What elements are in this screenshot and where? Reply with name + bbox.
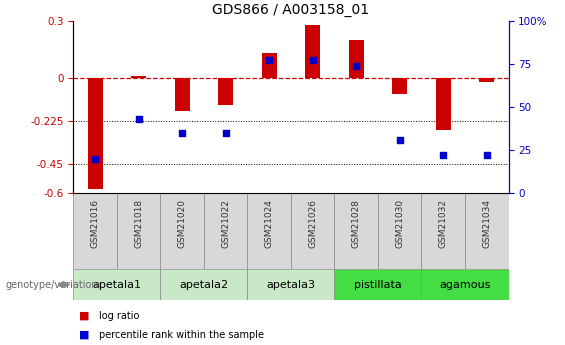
Text: GSM21032: GSM21032: [439, 199, 447, 248]
Bar: [175, 78, 190, 111]
Bar: [349, 40, 364, 78]
Point: [351, 63, 361, 68]
Bar: [88, 78, 103, 189]
Point: [483, 152, 492, 158]
Bar: [479, 78, 494, 82]
Bar: [160, 269, 247, 300]
Text: GSM21016: GSM21016: [91, 199, 99, 248]
Text: GSM21030: GSM21030: [396, 199, 404, 248]
Bar: [392, 78, 407, 93]
Title: GDS866 / A003158_01: GDS866 / A003158_01: [212, 3, 370, 17]
Point: [264, 58, 274, 63]
Point: [134, 116, 144, 122]
Bar: [73, 193, 117, 269]
Bar: [160, 193, 204, 269]
Bar: [305, 24, 320, 78]
Text: agamous: agamous: [440, 280, 490, 289]
Bar: [204, 193, 247, 269]
Text: apetala2: apetala2: [180, 280, 228, 289]
Text: log ratio: log ratio: [99, 311, 139, 321]
Point: [221, 130, 231, 136]
Point: [396, 137, 405, 142]
Text: percentile rank within the sample: percentile rank within the sample: [99, 330, 264, 339]
Bar: [465, 193, 508, 269]
Text: GSM21024: GSM21024: [265, 199, 273, 248]
Text: genotype/variation: genotype/variation: [6, 280, 98, 289]
Text: apetala3: apetala3: [267, 280, 315, 289]
Text: ■: ■: [79, 311, 90, 321]
Point: [308, 58, 318, 63]
Bar: [421, 193, 465, 269]
Text: GSM21022: GSM21022: [221, 199, 230, 248]
Bar: [378, 193, 421, 269]
Point: [438, 152, 447, 158]
Bar: [436, 78, 451, 130]
Bar: [131, 76, 146, 78]
Text: GSM21026: GSM21026: [308, 199, 317, 248]
Bar: [73, 269, 160, 300]
Text: pistillata: pistillata: [354, 280, 402, 289]
Text: GSM21034: GSM21034: [483, 199, 491, 248]
Text: GSM21028: GSM21028: [352, 199, 360, 248]
Text: GSM21018: GSM21018: [134, 199, 143, 248]
Point: [90, 156, 100, 161]
Text: GSM21020: GSM21020: [178, 199, 186, 248]
Bar: [117, 193, 160, 269]
Bar: [262, 53, 277, 78]
Bar: [421, 269, 508, 300]
Bar: [334, 269, 421, 300]
Bar: [291, 193, 334, 269]
Bar: [334, 193, 378, 269]
Bar: [247, 269, 334, 300]
Text: ■: ■: [79, 330, 90, 339]
Text: apetala1: apetala1: [93, 280, 141, 289]
Bar: [218, 78, 233, 105]
Point: [177, 130, 186, 136]
Bar: [247, 193, 291, 269]
